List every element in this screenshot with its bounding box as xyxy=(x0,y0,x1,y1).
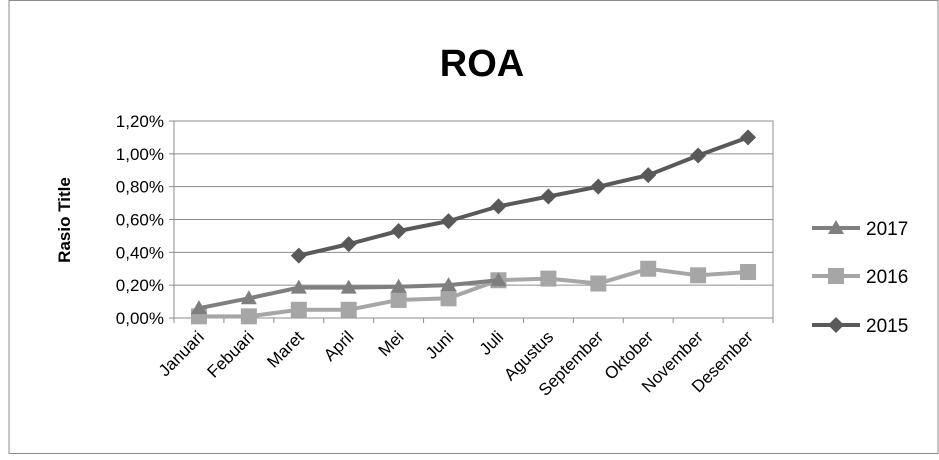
legend-label: 2017 xyxy=(866,219,908,240)
diamond-marker xyxy=(690,147,707,164)
y-tick-label: 0,40% xyxy=(116,243,164,262)
square-marker xyxy=(290,301,307,318)
series-2016 xyxy=(190,260,757,325)
legend-label: 2016 xyxy=(866,267,908,288)
series-line xyxy=(298,135,749,258)
square-marker xyxy=(590,275,607,292)
gridlines xyxy=(174,153,773,286)
y-tick-label: 0,60% xyxy=(116,211,164,230)
square-marker xyxy=(390,291,407,308)
diamond-marker xyxy=(490,198,507,215)
series-layer xyxy=(190,129,757,325)
series-2017 xyxy=(190,272,507,315)
chart-title: ROA xyxy=(440,43,524,85)
y-axis-label: Rasio Title xyxy=(55,177,74,263)
diamond-marker xyxy=(390,222,407,239)
triangle-marker xyxy=(240,290,257,305)
y-axis-ticks: 0,00% 0,20% 0,40% 0,60% 0,80% 1,00% 1,20% xyxy=(116,112,174,328)
y-tick-label: 0,00% xyxy=(116,309,164,328)
square-marker xyxy=(540,270,557,287)
triangle-marker xyxy=(490,272,507,287)
square-marker xyxy=(640,260,657,277)
y-tick-label: 1,20% xyxy=(116,112,164,131)
diamond-marker xyxy=(590,178,607,195)
square-marker xyxy=(690,267,707,284)
diamond-marker xyxy=(828,317,844,333)
triangle-marker xyxy=(390,278,407,293)
legend: 2017 2016 2015 xyxy=(812,219,908,337)
legend-label: 2015 xyxy=(866,316,908,337)
triangle-marker xyxy=(340,279,357,294)
series-line xyxy=(198,266,749,319)
chart-border xyxy=(8,0,939,454)
triangle-marker xyxy=(190,300,207,315)
y-tick-label: 1,00% xyxy=(116,145,164,164)
triangle-marker xyxy=(828,220,844,234)
diamond-marker xyxy=(540,188,557,205)
y-tick-label: 0,80% xyxy=(116,178,164,197)
square-marker xyxy=(340,301,357,318)
square-marker xyxy=(240,308,257,325)
diamond-marker xyxy=(340,236,357,253)
square-marker xyxy=(440,290,457,307)
triangle-marker xyxy=(290,279,307,294)
square-marker xyxy=(828,268,844,284)
triangle-marker xyxy=(440,277,457,292)
diamond-marker xyxy=(290,247,307,264)
diamond-marker xyxy=(440,213,457,230)
diamond-marker xyxy=(640,167,657,184)
series-2015 xyxy=(290,129,757,264)
y-tick-label: 0,20% xyxy=(116,276,164,295)
diamond-marker xyxy=(740,129,757,146)
square-marker xyxy=(740,264,757,281)
